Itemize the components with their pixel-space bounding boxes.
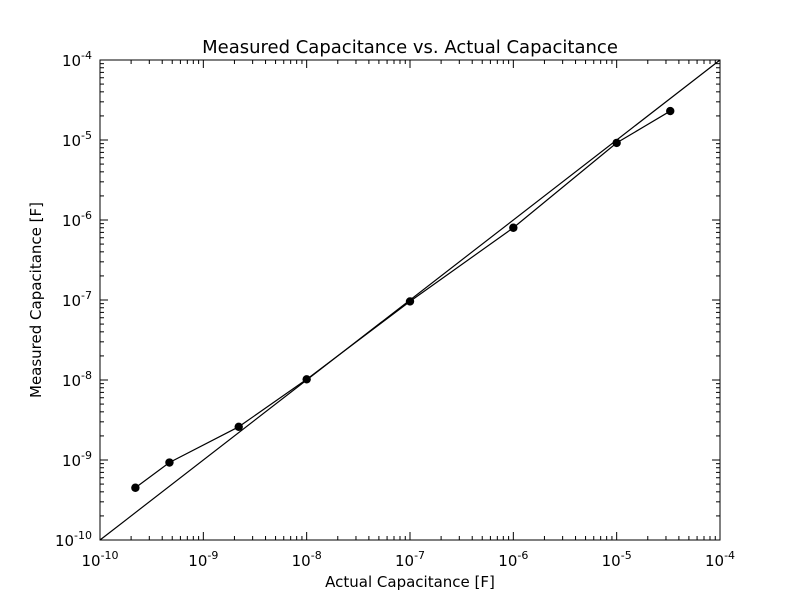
x-tick-label-exponent: -5: [621, 549, 632, 562]
x-tick-label: 10-6: [498, 549, 528, 570]
plot-area: 10-10 10-9 10-8 10-7 10-6 10-5 10-410-1010-910…: [55, 49, 735, 570]
y-tick-label-exponent: -5: [81, 129, 92, 142]
y-tick-label-base: 10: [62, 132, 81, 150]
y-tick-label: 10-7: [62, 289, 92, 310]
y-tick-label-exponent: -10: [74, 529, 92, 542]
data-point: [666, 106, 675, 116]
y-tick-label-exponent: -8: [81, 369, 92, 382]
data-point: [165, 458, 174, 467]
reference-line: [99, 59, 721, 541]
y-tick-label-base: 10: [62, 372, 81, 390]
x-tick-label-base: 10: [705, 552, 724, 570]
data-point: [612, 138, 621, 148]
y-tick-label-exponent: -4: [81, 49, 92, 62]
data-point: [509, 223, 518, 232]
x-tick-label: 10-7: [395, 549, 425, 570]
x-tick-label-base: 10: [602, 552, 621, 570]
y-tick-label-exponent: -6: [81, 209, 92, 222]
y-tick-label-exponent: -9: [81, 449, 92, 462]
y-tick-label-base: 10: [62, 212, 81, 230]
x-tick-label-base: 10: [81, 552, 100, 570]
x-tick-label-exponent: -9: [207, 549, 218, 562]
x-tick-label: 10-5: [602, 549, 632, 570]
x-tick-label-exponent: -10: [101, 549, 119, 562]
x-tick-label: 10-9: [188, 549, 218, 570]
y-tick-label-base: 10: [62, 292, 81, 310]
y-axis-label: Measured Capacitance [F]: [27, 202, 45, 398]
x-tick-label-base: 10: [292, 552, 311, 570]
x-tick-label-exponent: -4: [724, 549, 735, 562]
x-tick-label: 10-10: [81, 549, 118, 570]
x-tick-label: 10-4: [705, 549, 735, 570]
x-tick-label-exponent: -7: [414, 549, 425, 562]
y-tick-label: 10-4: [62, 49, 92, 70]
x-tick-label-exponent: -6: [517, 549, 528, 562]
y-tick-label-base: 10: [62, 52, 81, 70]
y-tick-label: 10-9: [62, 449, 92, 470]
x-tick-label-base: 10: [395, 552, 414, 570]
y-tick-label-exponent: -7: [81, 289, 92, 302]
measured-series-line: [135, 110, 671, 489]
x-tick-label: 10-8: [292, 549, 322, 570]
y-tick-label: 10-10: [55, 529, 92, 550]
x-tick-label-base: 10: [188, 552, 207, 570]
y-tick-label: 10-5: [62, 129, 92, 150]
data-point: [405, 297, 415, 306]
chart-title: Measured Capacitance vs. Actual Capacita…: [202, 37, 618, 58]
y-tick-label: 10-8: [62, 369, 92, 390]
x-axis-label: Actual Capacitance [F]: [325, 573, 495, 591]
data-point: [234, 422, 243, 432]
x-tick-label-base: 10: [498, 552, 517, 570]
y-tick-label-base: 10: [55, 532, 74, 550]
y-tick-label: 10-6: [62, 209, 92, 230]
y-tick-label-base: 10: [62, 452, 81, 470]
data-point: [131, 483, 140, 492]
x-tick-label-exponent: -8: [311, 549, 322, 562]
